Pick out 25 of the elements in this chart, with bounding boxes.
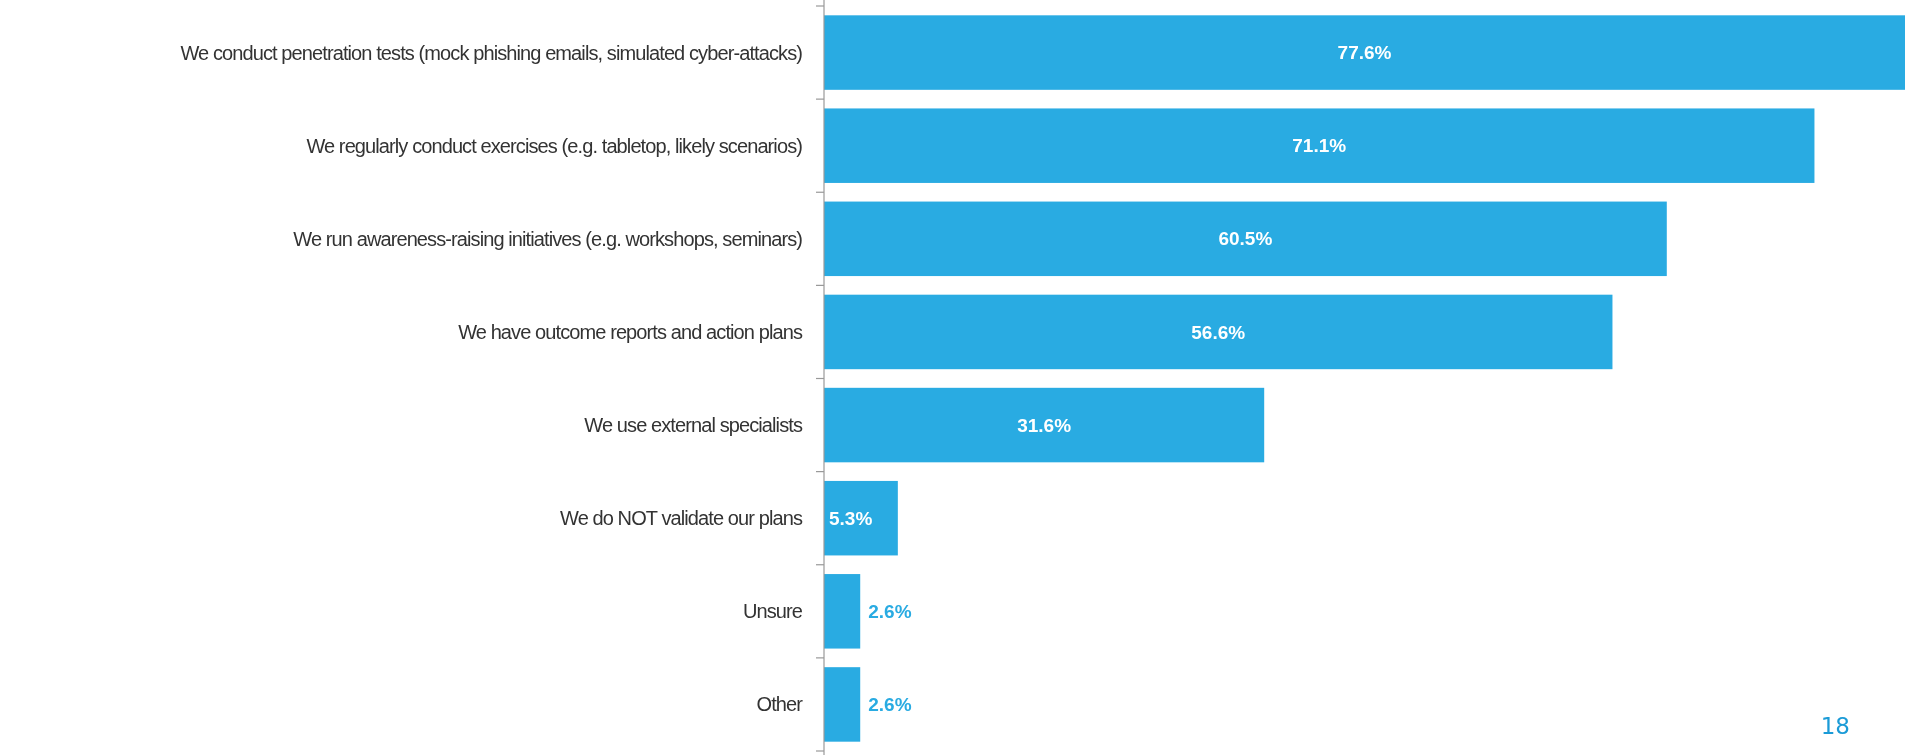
bar	[824, 294, 1613, 370]
data-label: 5.3%	[829, 507, 873, 529]
bar	[824, 201, 1667, 277]
y-tick-label: We do NOT validate our plans	[560, 507, 803, 530]
y-tick-label: We regularly conduct exercises (e.g. tabletop, likely scenarios)	[306, 134, 803, 157]
bar	[824, 108, 1815, 183]
y-tick-label: Unsure	[742, 600, 803, 623]
bar	[824, 15, 1905, 90]
y-tick-label: Other	[756, 693, 804, 716]
bar	[824, 480, 898, 556]
bar	[824, 387, 1265, 463]
data-label: 60.5%	[1218, 228, 1273, 250]
data-label: 2.6%	[868, 694, 912, 716]
data-label: 56.6%	[1191, 321, 1246, 343]
data-label: 31.6%	[1017, 414, 1072, 436]
bar	[824, 667, 861, 742]
y-tick-label: We use external specialists	[584, 414, 803, 437]
data-label: 2.6%	[868, 600, 912, 622]
y-tick-label: We have outcome reports and action plans	[458, 320, 803, 343]
annotation: 18	[1820, 713, 1850, 739]
bar	[824, 574, 861, 649]
data-label: 71.1%	[1292, 135, 1347, 157]
y-tick-label: We run awareness-raising initiatives (e.g. workshops, seminars)	[293, 227, 803, 250]
y-tick-label: We conduct penetration tests (mock phishing emails, simulated cyber-attacks)	[180, 41, 803, 64]
data-label: 77.6%	[1337, 42, 1392, 64]
